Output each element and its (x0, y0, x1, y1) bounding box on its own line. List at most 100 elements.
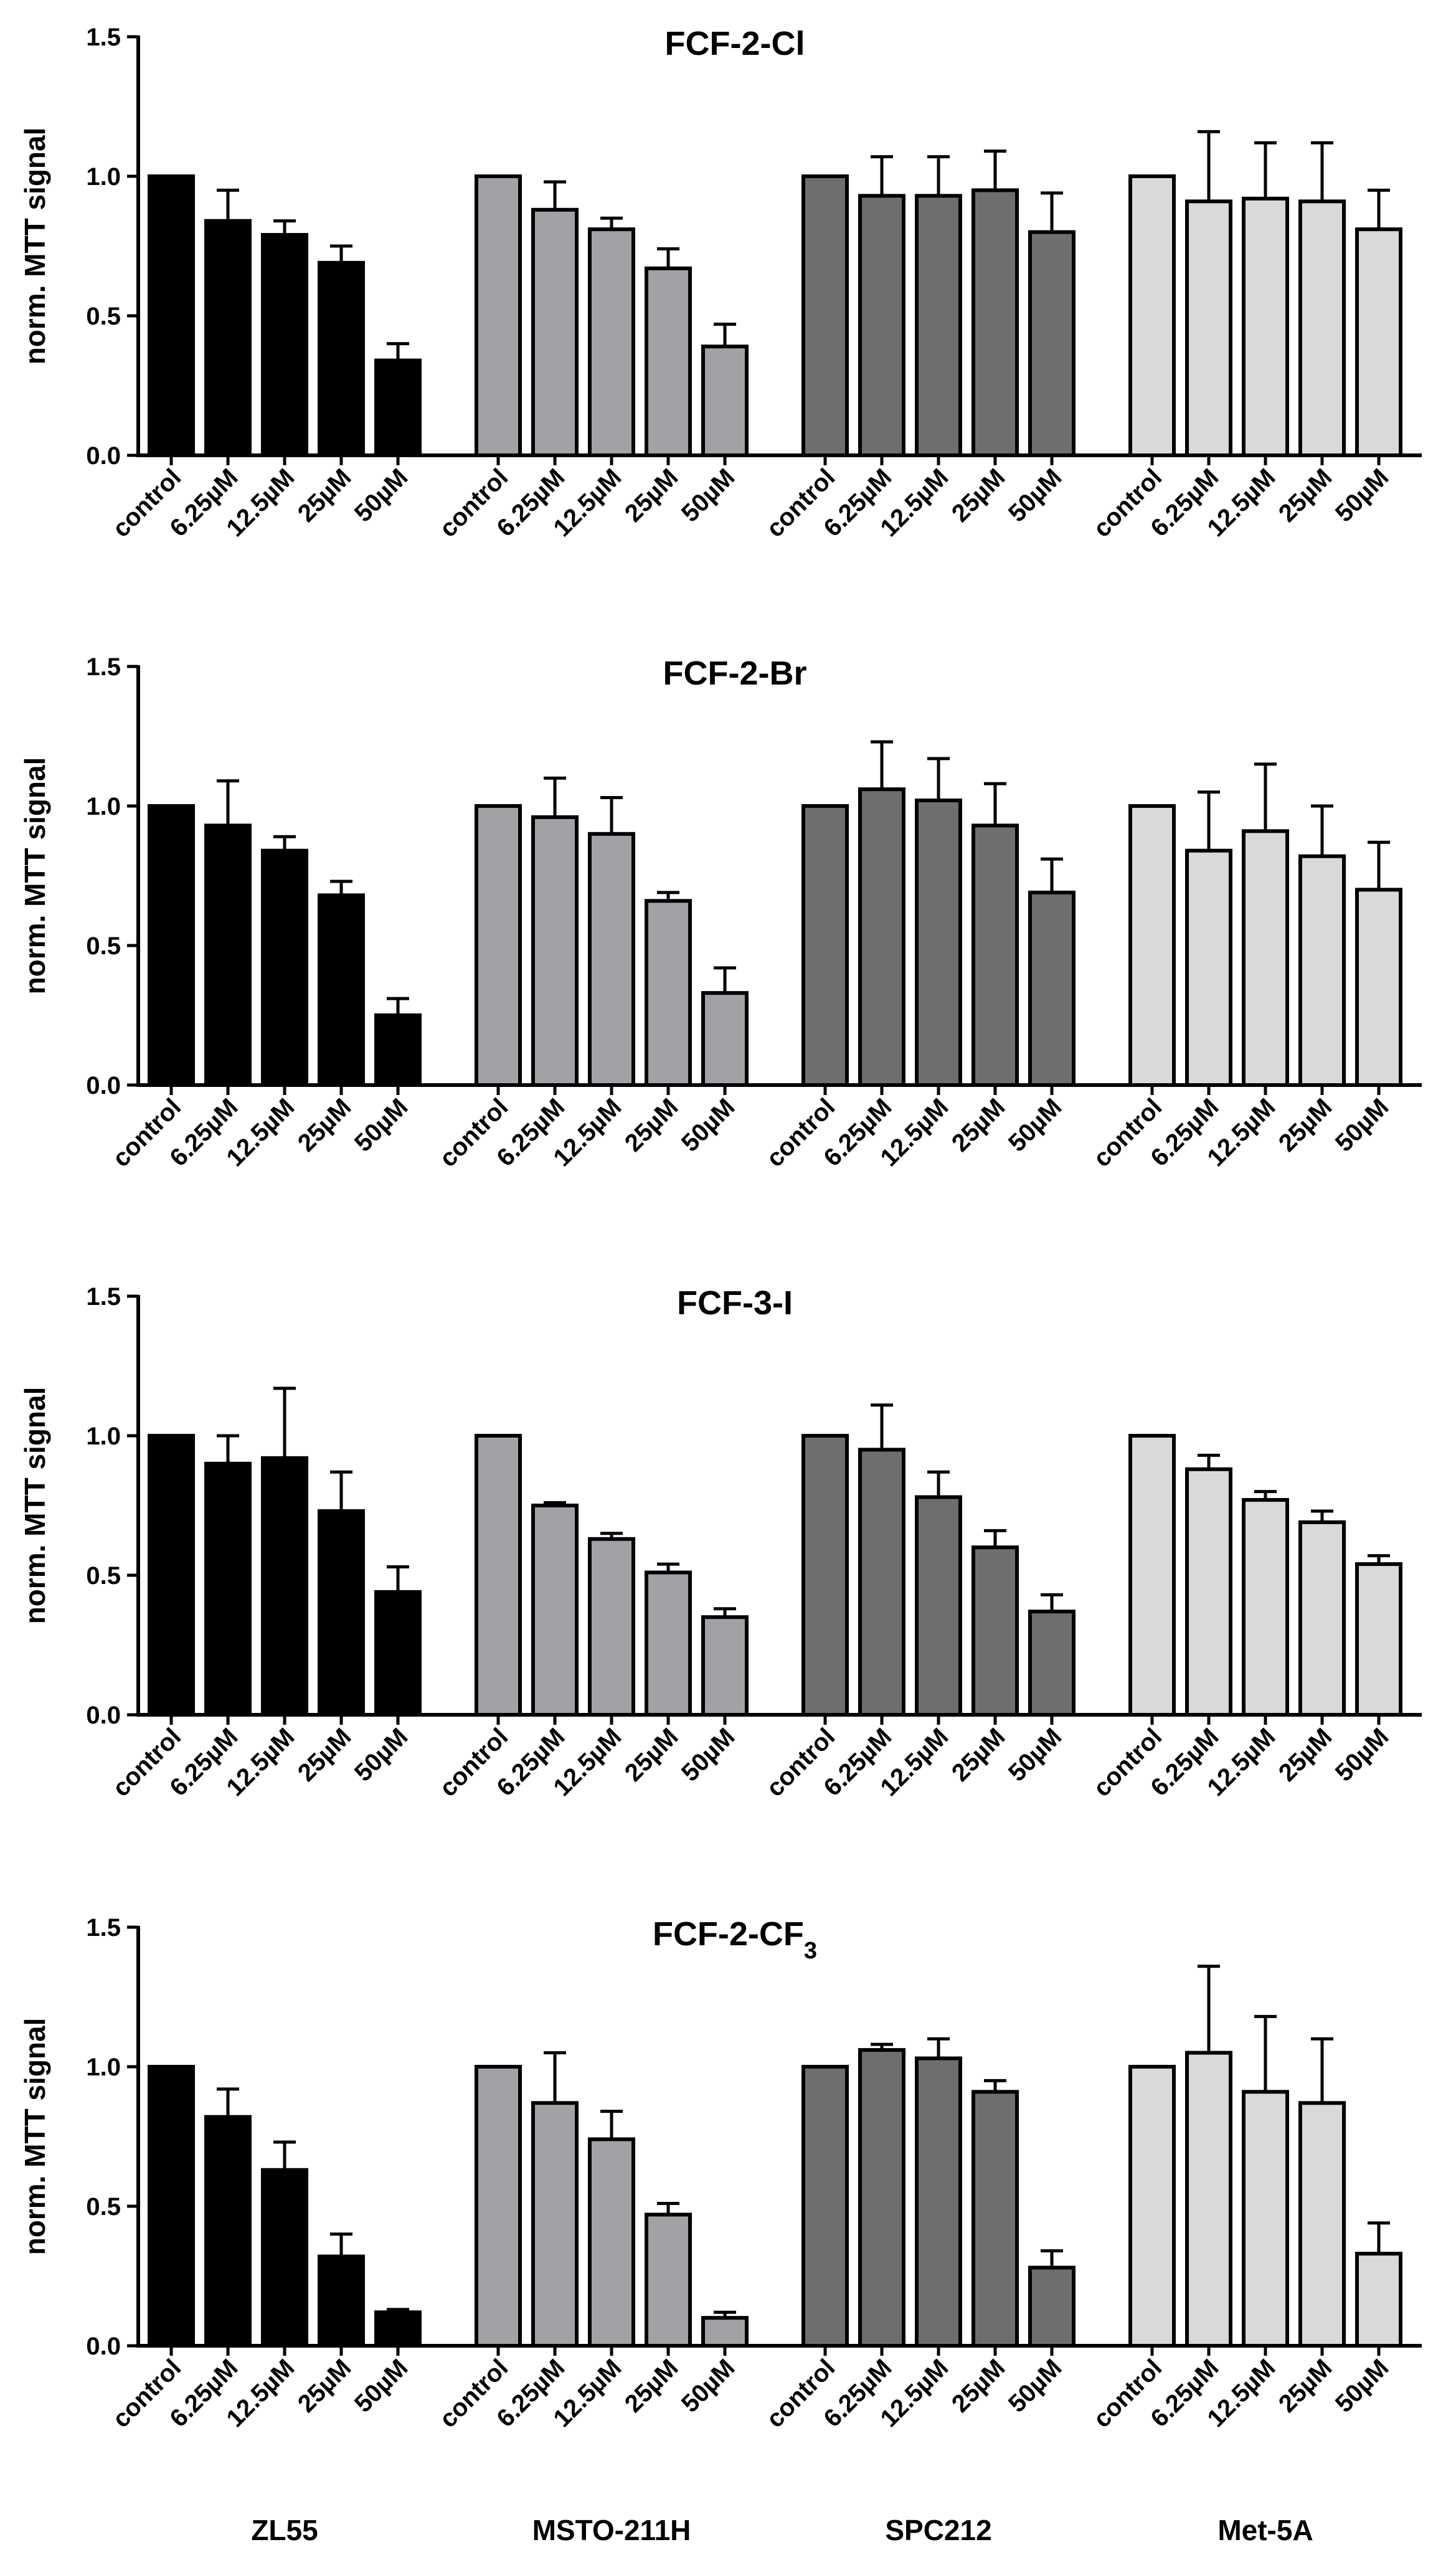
bar (1242, 2090, 1289, 2348)
bar (1242, 1498, 1289, 1717)
bar (261, 848, 308, 1088)
x-tick-label: 25µM (947, 1723, 1010, 1786)
x-tick-label: 50µM (1330, 1093, 1394, 1157)
bar (1298, 854, 1346, 1087)
bar (1028, 2265, 1075, 2348)
y-tick-label: 0.5 (86, 2193, 121, 2221)
bar (261, 1456, 308, 1717)
panel-title: FCF-3-I (677, 1284, 793, 1322)
x-tick-label: 50µM (1003, 463, 1067, 527)
bar (645, 266, 692, 457)
x-tick-label: 25µM (947, 2354, 1010, 2417)
x-tick-label: 25µM (293, 2354, 356, 2417)
x-tick-label: 25µM (293, 463, 356, 527)
bar (1185, 199, 1232, 457)
x-tick-label: 25µM (1274, 2354, 1337, 2417)
bar (858, 787, 905, 1087)
bar (1028, 1610, 1075, 1717)
bar (701, 2316, 749, 2348)
group-label: MSTO-211H (532, 2514, 691, 2546)
bar (1355, 888, 1402, 1088)
bar (801, 2065, 849, 2348)
bar (1128, 2065, 1176, 2348)
panel-title: FCF-2-Cl (665, 25, 805, 62)
bar (204, 1461, 252, 1717)
bar (971, 823, 1019, 1087)
bar (1242, 196, 1289, 457)
bar (915, 799, 962, 1088)
y-tick-label: 1.5 (86, 24, 121, 51)
bar (588, 2137, 635, 2348)
bar (261, 2168, 308, 2348)
bar (701, 344, 749, 458)
bar (204, 219, 252, 457)
y-tick-label: 0.5 (86, 932, 121, 960)
x-tick-label: 25µM (947, 1093, 1010, 1157)
bar (858, 194, 905, 457)
bar (531, 815, 579, 1088)
group-label: SPC212 (885, 2514, 991, 2546)
y-tick-label: 1.5 (86, 1914, 121, 1942)
x-tick-label: 25µM (620, 463, 683, 527)
bar (148, 174, 195, 457)
bar (318, 260, 365, 457)
x-tick-label: 25µM (293, 1093, 356, 1157)
x-tick-label: 25µM (620, 1723, 683, 1786)
bar (475, 1434, 522, 1717)
bar (475, 2065, 522, 2348)
bar (1028, 890, 1075, 1087)
bar (1298, 199, 1346, 457)
bar (475, 174, 522, 457)
x-tick-label: 50µM (1330, 463, 1394, 527)
bar (374, 1590, 422, 1717)
y-tick-label: 1.5 (86, 653, 121, 681)
x-tick-label: 25µM (1274, 1723, 1337, 1786)
y-axis-label: norm. MTT signal (19, 128, 51, 365)
y-tick-label: 1.5 (86, 1283, 121, 1311)
y-tick-label: 0.5 (86, 1562, 121, 1590)
y-tick-label: 1.0 (86, 1423, 121, 1450)
bar (1128, 1434, 1176, 1717)
bar (645, 1570, 692, 1717)
bar (801, 804, 849, 1087)
bar (701, 991, 749, 1088)
bar (588, 1537, 635, 1717)
bar (1028, 230, 1075, 457)
bar (148, 1434, 195, 1717)
bar (1185, 1467, 1232, 1717)
bar (588, 227, 635, 457)
x-tick-label: 50µM (349, 1093, 413, 1157)
bar (148, 804, 195, 1087)
x-tick-label: 50µM (1003, 1723, 1067, 1786)
y-tick-label: 1.0 (86, 2054, 121, 2081)
x-tick-label: 50µM (676, 1093, 740, 1157)
bar (1355, 227, 1402, 457)
group-label: Met-5A (1217, 2514, 1313, 2546)
panel-title: FCF-2-Br (663, 655, 807, 692)
bar (801, 174, 849, 457)
y-tick-label: 0.0 (86, 2333, 121, 2360)
bar (318, 1509, 365, 1717)
bar (148, 2065, 195, 2348)
bar (971, 1545, 1019, 1717)
y-tick-label: 0.0 (86, 1072, 121, 1099)
bar (531, 207, 579, 457)
x-tick-label: 50µM (1330, 2354, 1394, 2417)
x-tick-label: 25µM (1274, 1093, 1337, 1157)
y-tick-label: 0.5 (86, 303, 121, 330)
bar (1128, 174, 1176, 457)
bar (1128, 804, 1176, 1087)
x-tick-label: 50µM (1003, 2354, 1067, 2417)
bar (318, 893, 365, 1087)
x-tick-label: 25µM (620, 1093, 683, 1157)
bar (1298, 2101, 1346, 2348)
bar (588, 832, 635, 1088)
bar (475, 804, 522, 1087)
bar (1355, 1562, 1402, 1717)
bar (374, 2310, 422, 2348)
bar (801, 1434, 849, 1717)
